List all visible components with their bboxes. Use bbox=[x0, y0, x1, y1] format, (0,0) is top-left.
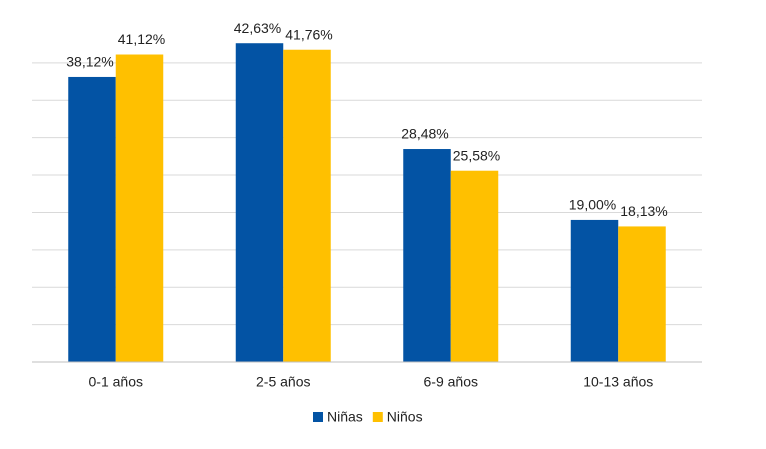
bar bbox=[403, 149, 451, 362]
bar bbox=[115, 54, 164, 362]
bar bbox=[68, 76, 116, 362]
legend-label: Niñas bbox=[327, 409, 363, 425]
data-label: 28,48% bbox=[401, 126, 448, 142]
bar bbox=[235, 43, 284, 363]
bar bbox=[283, 49, 331, 363]
bar bbox=[570, 219, 619, 362]
bar bbox=[618, 226, 666, 362]
x-tick-label: 0-1 años bbox=[89, 374, 143, 390]
legend-label: Niños bbox=[387, 409, 423, 425]
data-label: 18,13% bbox=[620, 203, 667, 219]
data-label: 25,58% bbox=[453, 147, 500, 163]
data-label: 41,12% bbox=[118, 31, 165, 47]
x-tick-label: 10-13 años bbox=[583, 374, 653, 390]
x-tick-label: 2-5 años bbox=[256, 374, 310, 390]
legend-swatch bbox=[372, 412, 383, 422]
data-label: 42,63% bbox=[234, 20, 281, 36]
legend-swatch bbox=[313, 412, 323, 422]
data-label: 19,00% bbox=[569, 197, 616, 213]
data-label: 41,76% bbox=[285, 26, 332, 42]
data-label: 38,12% bbox=[66, 54, 113, 70]
x-tick-label: 6-9 años bbox=[424, 374, 478, 390]
bar bbox=[450, 170, 499, 362]
